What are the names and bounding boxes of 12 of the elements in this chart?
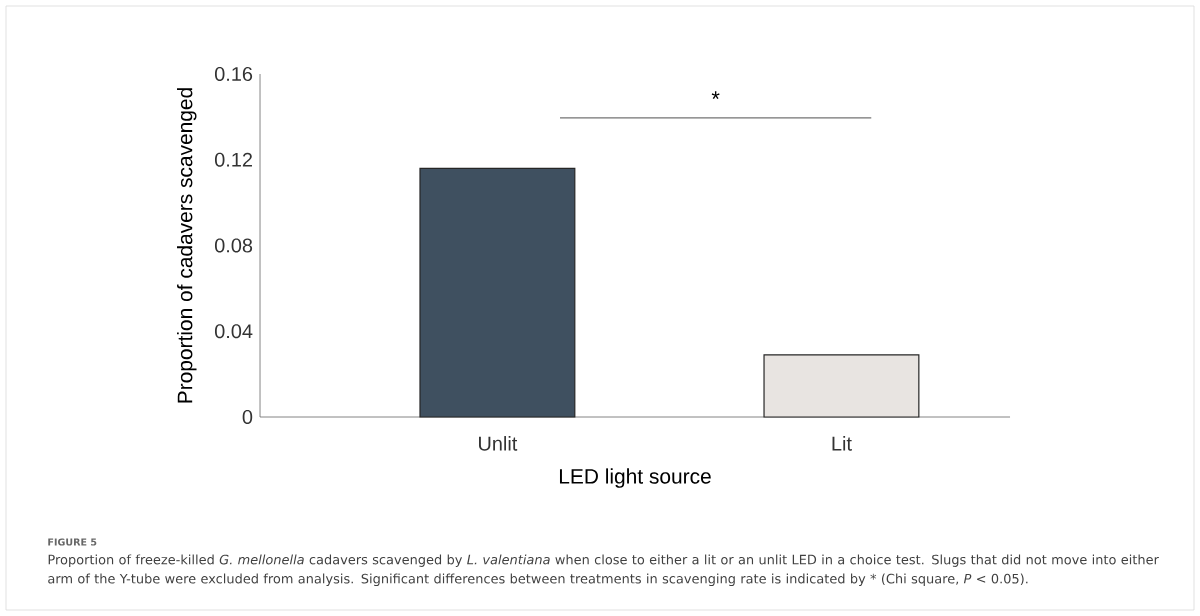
y-tick-label: 0.08 — [214, 238, 253, 253]
y-tick-label: 0.12 — [214, 152, 252, 167]
x-tick-label: Lit — [832, 436, 852, 451]
y-tick-label: 0.04 — [214, 324, 253, 339]
x-tick-label: Unlit — [479, 436, 518, 451]
text: FIGURE 5 — [48, 538, 97, 546]
y-axis-title: Proportion of cadavers scavenged — [177, 88, 197, 403]
y-tick-label: 0.16 — [214, 66, 253, 82]
annotation: * — [711, 91, 720, 100]
x-axis-title: LED light source — [559, 468, 711, 488]
text: Proportion of freeze-killed G. mellonella cadavers scavenged by L. valentiana when close to either a lit or an unlit LED in a choice test. Slugs that did not move into either arm of the Y-tube were excluded from analysis. Significant differences between treatments in scavenging rate is indicated by * (Chi square, P < 0.05). — [48, 554, 1159, 587]
y-tick-label: 0 — [242, 409, 253, 425]
